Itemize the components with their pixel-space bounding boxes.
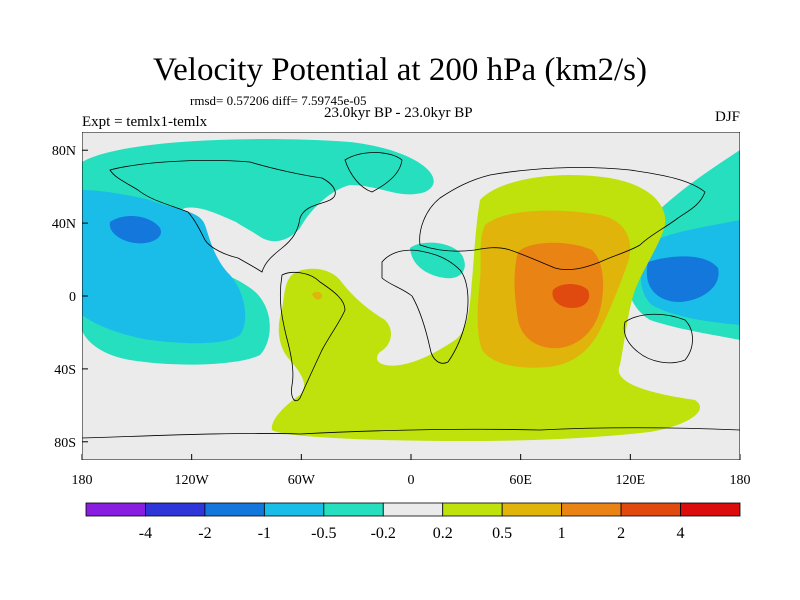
plot-title: Velocity Potential at 200 hPa (km2/s) bbox=[152, 52, 648, 88]
lon-tick-label: 60W bbox=[288, 473, 316, 488]
colorbar: -4 -2 -1 -0.5 -0.2 0.2 0.5 1 2 4 bbox=[85, 502, 741, 542]
coastline-north-america bbox=[109, 160, 336, 273]
colorbar-swatch bbox=[145, 502, 206, 517]
colorbar-label: 0.2 bbox=[433, 525, 453, 542]
colorbar-swatch bbox=[442, 502, 503, 517]
lon-tick-label: 180 bbox=[72, 473, 93, 488]
positive-anomaly-regions bbox=[271, 174, 700, 442]
lon-tick-label: 180 bbox=[730, 473, 751, 488]
lon-tick-label: 0 bbox=[408, 473, 415, 488]
colorbar-label: 1 bbox=[558, 525, 566, 542]
contour-west-pacific-deep bbox=[646, 256, 719, 302]
colorbar-swatch bbox=[620, 502, 681, 517]
lon-tick-marks: 180 120W 60W 0 60E 120E 180 bbox=[72, 454, 751, 488]
lat-tick-label: 80S bbox=[54, 436, 76, 451]
contour-indian-ocean-core bbox=[552, 284, 590, 308]
coastline-antarctica bbox=[82, 427, 740, 439]
colorbar-label: 0.5 bbox=[492, 525, 512, 542]
colorbar-label: -0.5 bbox=[311, 525, 336, 542]
colorbar-label: -0.2 bbox=[371, 525, 396, 542]
colorbar-swatch bbox=[323, 502, 384, 517]
lat-tick-label: 40S bbox=[54, 363, 76, 378]
coastline-greenland bbox=[344, 152, 403, 193]
coastline-south-america bbox=[279, 271, 346, 402]
lat-tick-label: 0 bbox=[69, 290, 76, 305]
lat-tick-marks: 80N 40N 0 40S 80S bbox=[52, 144, 88, 451]
colorbar-label: 4 bbox=[677, 525, 685, 542]
contour-east-pacific-deep bbox=[109, 216, 161, 244]
period-text: 23.0kyr BP - 23.0kyr BP bbox=[324, 105, 473, 121]
colorbar-label: -2 bbox=[198, 525, 211, 542]
colorbar-swatch bbox=[680, 502, 741, 517]
colorbar-label: -1 bbox=[258, 525, 271, 542]
colorbar-swatch bbox=[561, 502, 622, 517]
coastlines bbox=[82, 152, 740, 439]
lon-tick-label: 120W bbox=[175, 473, 210, 488]
season-label: DJF bbox=[714, 109, 740, 125]
coastline-europe-asia bbox=[419, 167, 706, 270]
colorbar-swatch bbox=[382, 502, 444, 517]
lon-tick-label: 60E bbox=[509, 473, 532, 488]
coastline-africa-eurasia bbox=[381, 249, 469, 364]
colorbar-swatch bbox=[501, 502, 563, 517]
colorbar-swatch bbox=[85, 502, 146, 517]
colorbar-label: 2 bbox=[617, 525, 625, 542]
coastline-australia bbox=[623, 313, 693, 364]
contour-south-america-yellow bbox=[312, 291, 322, 300]
colorbar-label: -4 bbox=[139, 525, 152, 542]
experiment-label: Expt = temlx1-temlx bbox=[82, 114, 208, 130]
colorbar-swatch bbox=[204, 502, 265, 517]
lat-tick-label: 40N bbox=[52, 217, 76, 232]
colorbar-swatch bbox=[263, 502, 325, 517]
stats-text: rmsd= 0.57206 diff= 7.59745e-05 bbox=[190, 93, 367, 108]
lon-tick-label: 120E bbox=[616, 473, 646, 488]
lat-tick-label: 80N bbox=[52, 144, 76, 159]
